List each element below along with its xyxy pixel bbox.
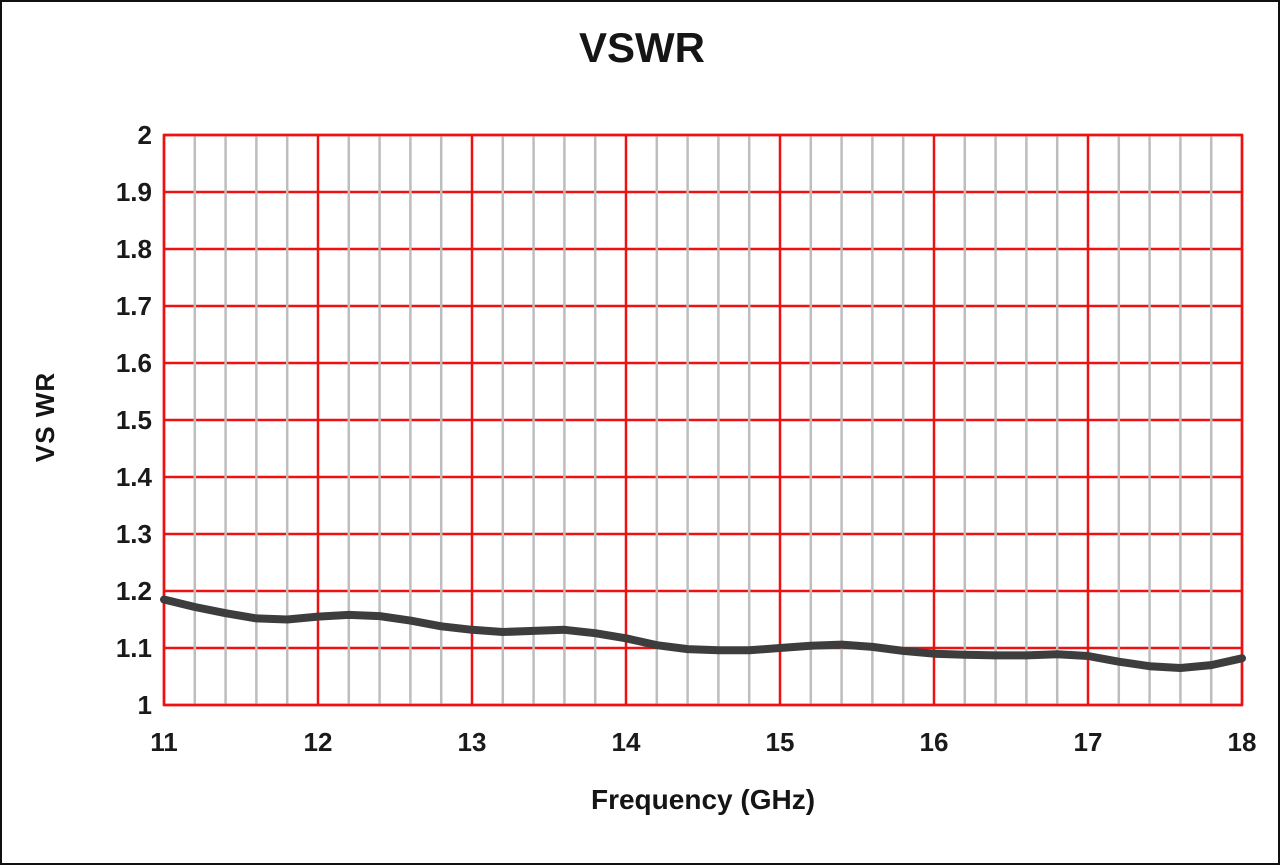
chart-title: VSWR xyxy=(579,24,705,71)
y-tick-label: 1.2 xyxy=(115,576,152,606)
y-tick-label: 1.9 xyxy=(115,177,152,207)
x-tick-label: 13 xyxy=(457,727,487,757)
x-tick-label: 17 xyxy=(1073,727,1103,757)
plot-area xyxy=(160,133,1246,707)
y-tick-label: 1.1 xyxy=(115,633,152,663)
y-tick-label: 1.4 xyxy=(115,462,152,492)
y-tick-label: 2 xyxy=(137,120,152,150)
x-tick-label: 16 xyxy=(919,727,949,757)
x-tick-label: 11 xyxy=(150,727,178,757)
x-tick-label: 18 xyxy=(1227,727,1257,757)
y-tick-label: 1.5 xyxy=(115,405,152,435)
x-tick-label: 15 xyxy=(765,727,795,757)
series-line-vswr xyxy=(160,595,1246,672)
y-tick-label: 1.8 xyxy=(115,234,152,264)
y-tick-label: 1.6 xyxy=(115,348,152,378)
y-tick-label: 1.3 xyxy=(115,519,152,549)
y-tick-label: 1 xyxy=(137,690,152,720)
x-axis-title: Frequency (GHz) xyxy=(590,784,816,815)
x-tick-label: 12 xyxy=(303,727,333,757)
plot-border xyxy=(162,133,1244,707)
x-tick-label: 14 xyxy=(611,727,641,757)
y-tick-label: 1.7 xyxy=(115,291,152,321)
